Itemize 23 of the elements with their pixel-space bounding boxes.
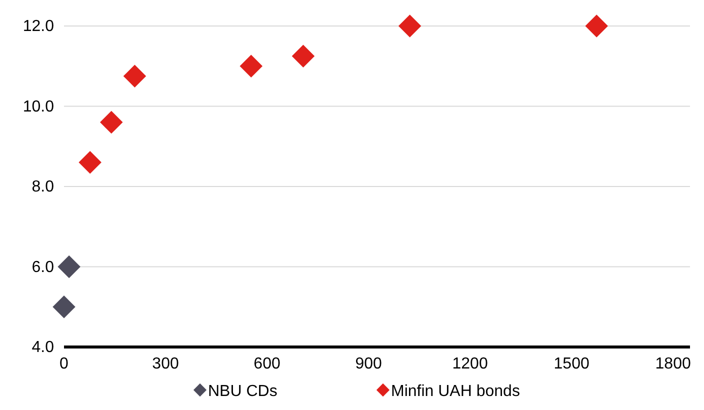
x-tick-label: 300: [152, 355, 179, 372]
point: [52, 296, 76, 318]
x-tick-label: 900: [355, 355, 382, 372]
y-tick-label: 10.0: [22, 98, 54, 116]
point: [78, 151, 102, 174]
x-tick-label: 600: [254, 355, 280, 372]
point: [58, 255, 80, 278]
point: [240, 54, 262, 78]
y-tick-label: 12.0: [22, 18, 54, 36]
point: [292, 44, 315, 68]
point: [123, 64, 146, 88]
x-tick-label: 0: [60, 355, 69, 372]
x-tick-label: 1200: [452, 355, 488, 372]
x-tick-label: 1500: [554, 355, 590, 372]
legend-label: NBU CDs: [208, 383, 278, 400]
y-tick-label: 8.0: [32, 178, 54, 196]
x-tick-label: 1800: [655, 355, 691, 372]
y-tick-label: 6.0: [32, 258, 54, 276]
point: [100, 110, 123, 134]
point: [585, 14, 608, 38]
point: [398, 14, 422, 38]
legend-label: Minfin UAH bonds: [391, 383, 520, 400]
y-tick-label: 4.0: [32, 339, 54, 356]
